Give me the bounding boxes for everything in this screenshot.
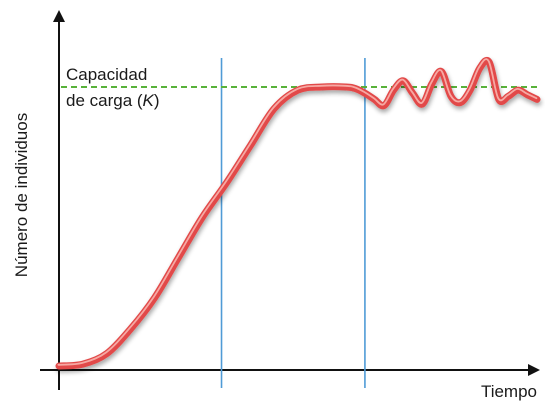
population-curve [55,56,541,370]
population-curve-line [55,56,541,370]
capacity-label-line1: Capacidad [66,65,147,84]
population-curve-highlight [57,58,538,366]
capacity-label-line2: de carga (K) [66,91,160,110]
y-axis-label: Número de individuos [12,113,31,277]
x-axis-label: Tiempo [481,382,537,401]
